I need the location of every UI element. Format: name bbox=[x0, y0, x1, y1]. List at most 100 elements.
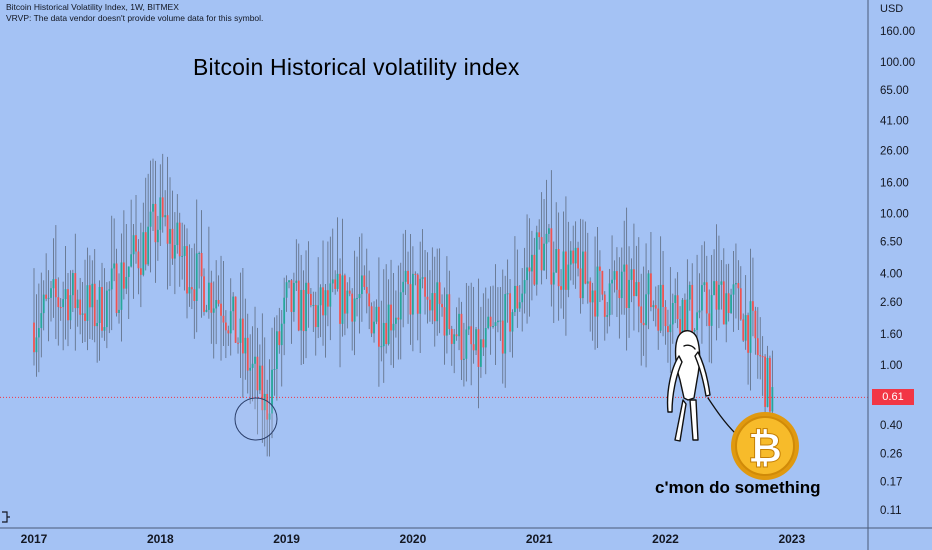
candle-body bbox=[754, 310, 757, 339]
candle-body bbox=[186, 246, 188, 294]
candle-body bbox=[220, 303, 222, 316]
candle-body bbox=[178, 222, 181, 257]
candle-body bbox=[278, 331, 281, 346]
candle-body bbox=[154, 203, 157, 243]
candle-body bbox=[227, 330, 230, 334]
candle-body bbox=[397, 317, 400, 320]
candle-body bbox=[659, 284, 662, 331]
candle-body bbox=[492, 326, 494, 328]
chart-annotation-caption: c'mon do something bbox=[655, 478, 821, 497]
candle-body bbox=[142, 232, 145, 275]
candle-body bbox=[710, 295, 713, 326]
candle-body bbox=[611, 279, 613, 284]
candle-body bbox=[84, 313, 86, 321]
candle-body bbox=[166, 215, 169, 244]
candle-body bbox=[633, 269, 635, 297]
candle-body bbox=[125, 276, 128, 289]
candle-body bbox=[730, 294, 732, 313]
time-axis[interactable]: 2017 2018 2019 2020 2021 2022 2023 bbox=[21, 532, 806, 546]
candle-body bbox=[671, 302, 674, 325]
price-tick-label: 1.00 bbox=[880, 360, 902, 372]
candle-body bbox=[645, 294, 647, 326]
stick-figure-drawing bbox=[666, 330, 737, 442]
candle-body bbox=[713, 281, 715, 296]
candle-body bbox=[594, 290, 596, 317]
candle-body bbox=[509, 293, 511, 332]
candle-body bbox=[769, 357, 771, 412]
candle-body bbox=[511, 312, 514, 332]
candle-body bbox=[623, 264, 626, 272]
candle-body bbox=[261, 365, 264, 411]
candle-body bbox=[195, 253, 198, 301]
candle-body bbox=[552, 272, 555, 285]
time-tick-label: 2019 bbox=[273, 532, 300, 546]
candle-body bbox=[324, 290, 327, 316]
candle-body bbox=[297, 280, 300, 331]
candle-body bbox=[657, 308, 660, 331]
candle-body bbox=[654, 305, 657, 309]
time-tick-label: 2020 bbox=[400, 532, 427, 546]
candle-body bbox=[577, 247, 579, 269]
candle-body bbox=[533, 254, 536, 285]
candle-body bbox=[144, 232, 147, 265]
candle-body bbox=[545, 233, 548, 244]
candle-body bbox=[290, 280, 293, 312]
candle-body bbox=[705, 282, 708, 314]
candle-body bbox=[198, 253, 201, 255]
candle-body bbox=[312, 304, 315, 306]
candle-body bbox=[285, 282, 288, 298]
price-tick-label: 16.00 bbox=[880, 177, 909, 189]
candle-body bbox=[96, 322, 99, 327]
candle-body bbox=[732, 284, 735, 295]
candle-body bbox=[103, 327, 106, 331]
candle-body bbox=[407, 270, 409, 285]
candle-body bbox=[744, 315, 747, 341]
time-tick-label: 2018 bbox=[147, 532, 174, 546]
candle-body bbox=[108, 289, 111, 291]
candle-body bbox=[618, 289, 621, 299]
price-tick-label: 0.17 bbox=[880, 476, 902, 488]
expand-toolbar-icon[interactable] bbox=[0, 508, 12, 526]
candle-body bbox=[647, 273, 650, 295]
candle-body bbox=[572, 250, 575, 264]
candle-body bbox=[409, 284, 412, 315]
candle-body bbox=[599, 266, 601, 271]
time-tick-label: 2021 bbox=[526, 532, 553, 546]
candle-body bbox=[715, 281, 718, 310]
price-axis[interactable]: 160.00 100.00 65.00 41.00 26.00 16.00 10.00 6.5… bbox=[880, 26, 915, 517]
candle-body bbox=[567, 264, 570, 290]
candle-body bbox=[377, 306, 380, 347]
candle-body bbox=[115, 263, 118, 313]
candle-body bbox=[370, 306, 373, 334]
candle-body bbox=[300, 289, 303, 331]
candle-body bbox=[450, 329, 453, 344]
candle-body bbox=[489, 316, 492, 327]
candle-body bbox=[52, 279, 55, 289]
candle-body bbox=[739, 288, 742, 320]
currency-label: USD bbox=[880, 3, 904, 15]
candle-body bbox=[79, 299, 82, 315]
candle-body bbox=[523, 280, 526, 294]
candle-body bbox=[608, 283, 611, 316]
candle-body bbox=[521, 293, 524, 303]
candle-body bbox=[358, 294, 361, 299]
candle-body bbox=[67, 289, 69, 321]
candle-body bbox=[205, 309, 208, 312]
candle-body bbox=[341, 275, 344, 324]
candle-body bbox=[640, 306, 643, 323]
candle-body bbox=[667, 326, 669, 333]
candle-body bbox=[382, 322, 385, 347]
candle-body bbox=[91, 283, 94, 308]
candle-body bbox=[560, 286, 562, 290]
candle-body bbox=[385, 322, 388, 345]
price-tick-label: 1.60 bbox=[880, 329, 902, 341]
candle-body bbox=[101, 286, 103, 331]
chart-annotation-title: Bitcoin Historical volatility index bbox=[193, 54, 520, 80]
candle-body bbox=[480, 339, 482, 367]
candle-body bbox=[45, 294, 48, 299]
candle-body bbox=[353, 298, 356, 322]
candle-body bbox=[217, 300, 220, 304]
candle-body bbox=[756, 338, 759, 356]
